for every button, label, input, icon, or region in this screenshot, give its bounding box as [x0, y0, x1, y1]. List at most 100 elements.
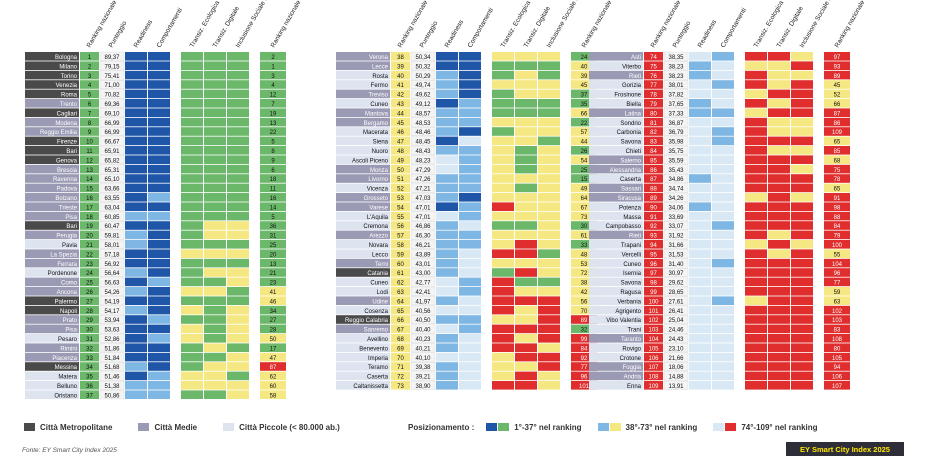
ranking-2022-value: 11 — [270, 187, 277, 193]
transiz-ecologica-cell — [745, 155, 767, 164]
transiz-digitale-cell — [768, 277, 790, 287]
ranking-2022-cell — [571, 70, 597, 80]
transiz-ecologica-cell — [492, 268, 514, 277]
rank-value: 105 — [648, 346, 659, 352]
column-header-8: Ranking nazionale 2022 — [834, 0, 875, 49]
ranking-2022-cell — [824, 174, 850, 183]
transiz-ecologica-cell — [745, 221, 767, 230]
comportamenti-cell — [148, 221, 170, 230]
city-name: Modena — [55, 121, 77, 127]
inclusione-cell — [791, 99, 813, 108]
transiz-ecologica-cell — [492, 136, 514, 146]
city-name: Reggio Emilia — [40, 130, 78, 136]
inclusione-cell — [791, 117, 813, 127]
readiness-cell — [436, 305, 458, 315]
city-name: Roma — [61, 93, 78, 99]
readiness-cell — [125, 381, 147, 390]
ranking-2022-value: 4 — [271, 83, 275, 89]
rank-value: 95 — [650, 252, 657, 258]
transiz-digitale-cell — [768, 287, 790, 296]
comportamenti-cell — [459, 155, 481, 164]
city-cell — [589, 193, 643, 202]
ranking-2022-cell — [571, 164, 597, 174]
score-value: 47,21 — [415, 187, 431, 193]
score-cell — [410, 277, 436, 287]
transiz-digitale-cell — [515, 193, 537, 202]
inclusione-cell — [227, 89, 249, 99]
inclusione-cell — [791, 230, 813, 240]
readiness-cell — [125, 296, 147, 305]
readiness-cell — [125, 249, 147, 258]
ranking-2022-value: 34 — [270, 309, 277, 315]
comportamenti-cell — [712, 174, 734, 183]
rank-cell — [644, 258, 663, 268]
city-name: Alessandria — [610, 168, 642, 174]
transiz-digitale-cell — [515, 249, 537, 258]
score-cell — [663, 305, 689, 315]
comportamenti-cell — [459, 108, 481, 117]
rank-value: 64 — [397, 299, 404, 305]
readiness-cell — [689, 287, 711, 296]
ranking-2022-cell — [260, 268, 286, 277]
score-value: 51,84 — [104, 356, 120, 362]
readiness-cell — [689, 80, 711, 89]
inclusione-cell — [538, 89, 560, 99]
ranking-2022-value: 78 — [834, 177, 841, 183]
ranking-2022-cell — [571, 324, 597, 334]
city-name: Asti — [631, 55, 641, 61]
city-cell — [589, 211, 643, 221]
inclusione-cell — [538, 381, 560, 390]
comportamenti-cell — [712, 343, 734, 352]
readiness-cell — [125, 61, 147, 70]
transiz-ecologica-cell — [492, 99, 514, 108]
rank-value: 65 — [397, 309, 404, 315]
ranking-2022-cell — [260, 70, 286, 80]
rank-cell — [80, 287, 99, 296]
rank-cell — [80, 305, 99, 315]
score-value: 39,38 — [415, 365, 431, 371]
transiz-digitale-cell — [515, 381, 537, 390]
score-cell — [663, 286, 689, 296]
city-name: Gorizia — [622, 83, 642, 89]
score-cell — [663, 249, 689, 259]
score-cell — [663, 371, 689, 381]
ranking-2022-cell — [260, 108, 286, 117]
readiness-cell — [125, 174, 147, 183]
city-cell — [336, 305, 390, 315]
ranking-2022-value: 103 — [832, 318, 843, 324]
score-cell — [663, 239, 689, 249]
transiz-ecologica-cell — [492, 52, 514, 61]
score-value: 54,26 — [104, 290, 120, 296]
rank-value: 36 — [86, 384, 93, 390]
inclusione-cell — [227, 117, 249, 127]
score-value: 49,62 — [415, 93, 431, 99]
transiz-digitale-cell — [768, 381, 790, 390]
rank-value: 48 — [397, 149, 404, 155]
rank-cell — [644, 89, 663, 99]
rank-cell — [80, 296, 99, 305]
city-cell — [25, 268, 79, 277]
city-name: Massa — [623, 215, 641, 221]
score-cell — [410, 286, 436, 296]
transiz-ecologica-cell — [492, 324, 514, 334]
transiz-digitale-cell — [515, 352, 537, 362]
ranking-2022-value: 72 — [581, 271, 588, 277]
inclusione-cell — [538, 352, 560, 362]
score-value: 46,30 — [415, 234, 431, 240]
city-name: Bolzano — [55, 196, 77, 202]
ranking-2022-value: 5 — [271, 140, 275, 146]
readiness-cell — [689, 258, 711, 268]
city-name: Novara — [369, 243, 389, 249]
transiz-ecologica-cell — [181, 202, 203, 211]
transiz-digitale-cell — [204, 240, 226, 249]
ranking-2022-cell — [571, 315, 597, 324]
score-cell — [663, 230, 689, 240]
rank-cell — [80, 89, 99, 99]
ey-brand-badge: EY Smart City Index 2025 — [786, 442, 904, 456]
readiness-cell — [436, 146, 458, 155]
transiz-ecologica-cell — [492, 164, 514, 174]
transiz-digitale-cell — [515, 155, 537, 164]
score-cell — [410, 268, 436, 277]
rank-cell — [80, 164, 99, 174]
score-cell — [663, 89, 689, 99]
